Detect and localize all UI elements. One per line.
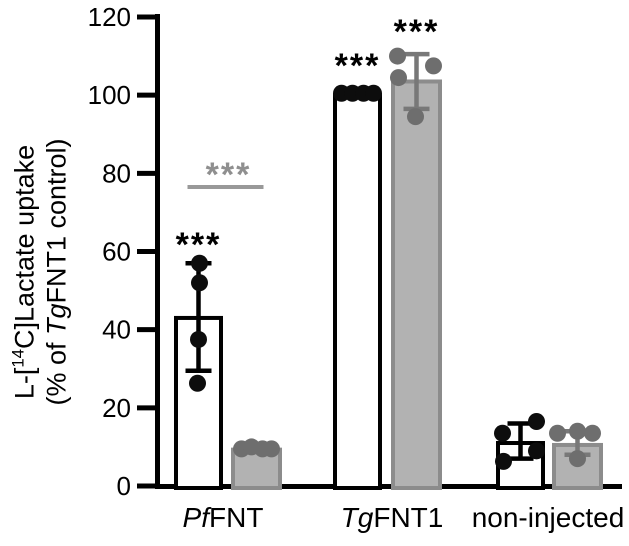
y-tick-label: 20 xyxy=(102,393,131,423)
y-label-italic: Tg xyxy=(41,303,72,336)
data-point xyxy=(584,424,601,442)
y-tick-label: 40 xyxy=(102,315,131,345)
data-point xyxy=(569,450,586,468)
y-label-text: C]Lactate uptake xyxy=(9,144,40,349)
data-point xyxy=(569,422,586,440)
data-point xyxy=(263,440,280,458)
data-point xyxy=(190,330,207,348)
y-label-text: (% of xyxy=(41,335,72,406)
y-label-superscript: 14 xyxy=(8,349,28,368)
y-tick-label: 60 xyxy=(102,237,131,267)
data-point xyxy=(191,274,208,292)
data-point xyxy=(365,84,382,102)
comparison-significance-label: *** xyxy=(206,156,252,194)
data-point xyxy=(494,424,511,442)
x-label-text: FNT1 xyxy=(373,502,444,533)
x-label-italic: Tg xyxy=(340,502,374,533)
x-category-label-non-injected: non-injected xyxy=(472,502,625,534)
data-point xyxy=(425,57,442,75)
y-label-text: L-[ xyxy=(9,367,40,400)
y-tick-label: 120 xyxy=(88,2,131,32)
x-label-text: non-injected xyxy=(471,502,625,533)
data-point xyxy=(189,374,206,392)
data-point xyxy=(389,47,406,65)
bar-TgFNT1-open-bars xyxy=(333,93,382,491)
data-point xyxy=(407,108,424,126)
y-axis-label-line2: (% of TgFNT1 control) xyxy=(42,138,74,405)
y-tick-label: 80 xyxy=(102,158,131,188)
x-category-label-pffnt: PfFNT xyxy=(183,502,264,534)
data-point xyxy=(549,424,566,442)
y-tick-label: 0 xyxy=(117,471,131,501)
y-tick-label: 100 xyxy=(88,80,131,110)
data-point xyxy=(495,452,512,470)
data-point xyxy=(528,413,545,431)
data-point xyxy=(191,254,208,272)
y-axis-label-line1: L-[14C]Lactate uptake xyxy=(9,138,42,405)
significance-label: *** xyxy=(394,13,440,51)
data-point xyxy=(528,442,545,460)
y-axis-label: L-[14C]Lactate uptake (% of TgFNT1 contr… xyxy=(9,138,74,405)
x-label-italic: Pf xyxy=(182,502,210,533)
significance-label: *** xyxy=(335,47,381,85)
bar-TgFNT1-gray-bars xyxy=(391,79,442,491)
data-point xyxy=(390,69,407,87)
x-label-text: FNT xyxy=(209,502,264,533)
x-category-label-tgfnt1: TgFNT1 xyxy=(341,502,444,534)
y-label-text: FNT1 control) xyxy=(41,138,72,304)
significance-label: *** xyxy=(176,226,222,264)
